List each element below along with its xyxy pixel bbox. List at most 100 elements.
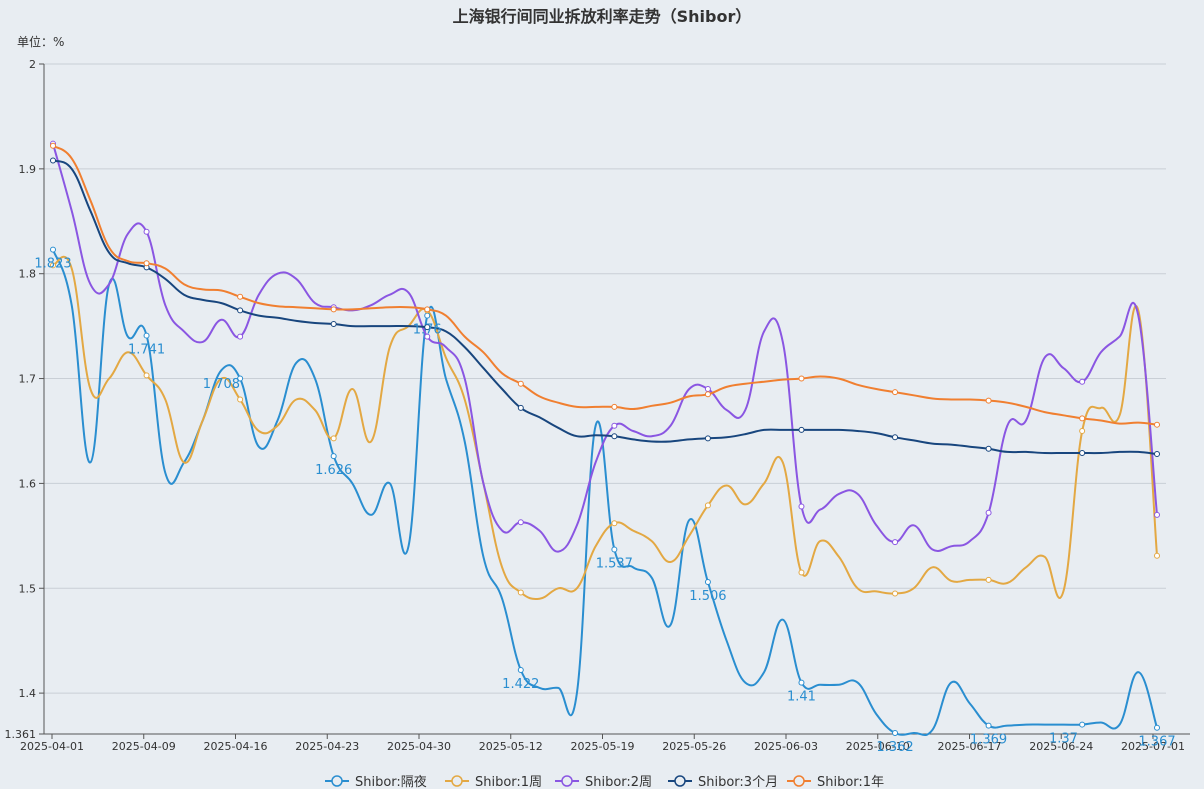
legend-label: Shibor:2周 <box>585 775 652 789</box>
data-point[interactable] <box>50 157 56 164</box>
data-point[interactable] <box>50 142 56 149</box>
data-point[interactable] <box>330 306 337 313</box>
x-tick-label: 2025-07-01 <box>1121 740 1185 753</box>
series-line-0 <box>52 249 1158 737</box>
data-point[interactable] <box>517 380 524 387</box>
data-point[interactable] <box>424 312 431 319</box>
y-tick-label: 1.5 <box>19 582 37 595</box>
data-point[interactable] <box>704 502 711 509</box>
data-point[interactable] <box>237 375 244 382</box>
data-point[interactable] <box>143 332 150 339</box>
y-tick-label: 1.6 <box>19 477 37 490</box>
y-tick-label: 1.8 <box>19 268 37 281</box>
data-point[interactable] <box>237 293 244 300</box>
data-point[interactable] <box>985 397 992 404</box>
legend-item[interactable]: Shibor:隔夜 <box>325 775 427 789</box>
series-line-3 <box>52 159 1158 455</box>
data-point[interactable] <box>985 445 992 452</box>
data-point[interactable] <box>330 321 337 328</box>
data-point[interactable] <box>1079 415 1086 422</box>
data-point[interactable] <box>1154 511 1160 518</box>
data-point[interactable] <box>143 228 150 235</box>
chart-title: 上海银行间同业拆放利率走势（Shibor） <box>453 7 752 26</box>
x-tick-label: 2025-06-03 <box>754 740 818 753</box>
data-point[interactable] <box>1154 421 1160 428</box>
series-lines <box>52 143 1158 737</box>
data-point[interactable] <box>330 453 337 460</box>
data-point[interactable] <box>237 307 244 314</box>
data-point[interactable] <box>704 391 711 398</box>
x-tick-label: 2025-05-12 <box>479 740 543 753</box>
data-point[interactable] <box>424 306 431 313</box>
data-point[interactable] <box>1154 724 1160 731</box>
data-point[interactable] <box>237 396 244 403</box>
data-point[interactable] <box>892 539 899 546</box>
data-label: 1.422 <box>502 677 539 692</box>
y-tick-label: 1.7 <box>19 373 37 386</box>
data-point[interactable] <box>330 435 337 442</box>
data-point[interactable] <box>424 333 431 340</box>
data-point[interactable] <box>985 576 992 583</box>
y-axis-ticks: 1.361 1.4 1.5 1.6 1.7 1.8 1.9 2 <box>5 58 44 741</box>
data-point[interactable] <box>611 520 618 527</box>
data-point[interactable] <box>517 404 524 411</box>
data-point[interactable] <box>237 333 244 340</box>
data-point[interactable] <box>1079 378 1086 385</box>
data-point[interactable] <box>611 433 618 440</box>
data-point[interactable] <box>798 503 805 510</box>
data-point[interactable] <box>611 546 618 553</box>
data-point[interactable] <box>798 679 805 686</box>
data-point[interactable] <box>143 260 150 267</box>
legend-item[interactable]: Shibor:1周 <box>445 775 542 789</box>
data-point[interactable] <box>892 729 899 736</box>
legend-item[interactable]: Shibor:3个月 <box>668 775 778 789</box>
data-point[interactable] <box>50 246 56 253</box>
legend-marker <box>561 775 573 787</box>
data-point[interactable] <box>1154 552 1160 559</box>
data-point[interactable] <box>424 324 431 331</box>
data-point[interactable] <box>704 435 711 442</box>
data-point[interactable] <box>704 386 711 393</box>
data-point[interactable] <box>517 667 524 674</box>
data-point[interactable] <box>892 389 899 396</box>
data-label: 1.708 <box>203 377 240 392</box>
data-point[interactable] <box>798 569 805 576</box>
series-markers <box>50 140 1160 736</box>
data-point[interactable] <box>517 519 524 526</box>
x-tick-label: 2025-04-16 <box>204 740 268 753</box>
data-point[interactable] <box>611 403 618 410</box>
data-point[interactable] <box>1079 721 1086 728</box>
legend-item[interactable]: Shibor:1年 <box>787 775 884 789</box>
data-point[interactable] <box>892 590 899 597</box>
data-label: 1.41 <box>787 690 816 705</box>
unit-label: 单位：% <box>17 34 64 49</box>
y-tick-label: 1.4 <box>19 687 37 700</box>
data-label: 1.76 <box>413 323 442 338</box>
data-point[interactable] <box>50 262 56 269</box>
data-point[interactable] <box>704 578 711 585</box>
data-point[interactable] <box>798 426 805 433</box>
x-tick-label: 2025-06-17 <box>938 740 1002 753</box>
data-point[interactable] <box>892 434 899 441</box>
y-tick-label: 1.361 <box>5 728 37 741</box>
data-point[interactable] <box>985 509 992 516</box>
legend-marker <box>451 775 463 787</box>
data-label: 1.362 <box>876 740 913 755</box>
data-label: 1.369 <box>970 733 1007 748</box>
data-point[interactable] <box>985 722 992 729</box>
y-tick-label: 1.9 <box>19 163 37 176</box>
x-axis-ticks: 2025-04-01 2025-04-09 2025-04-16 2025-04-23… <box>20 734 1185 753</box>
data-point[interactable] <box>517 589 524 596</box>
data-point[interactable] <box>1154 451 1160 458</box>
data-point[interactable] <box>1079 449 1086 456</box>
legend[interactable]: Shibor:隔夜 Shibor:1周 Shibor:2周 Shibor:3个月 Shi… <box>325 775 884 789</box>
data-point[interactable] <box>611 422 618 429</box>
data-point[interactable] <box>143 372 150 379</box>
legend-marker <box>674 775 686 787</box>
data-labels: 1.823 1.741 1.708 1.626 1.76 1.422 1.537 1.506 1… <box>34 257 1175 755</box>
data-point[interactable] <box>798 375 805 382</box>
data-point[interactable] <box>1079 427 1086 434</box>
legend-item[interactable]: Shibor:2周 <box>555 775 652 789</box>
legend-label: Shibor:3个月 <box>698 775 778 789</box>
data-label: 1.823 <box>34 257 71 272</box>
